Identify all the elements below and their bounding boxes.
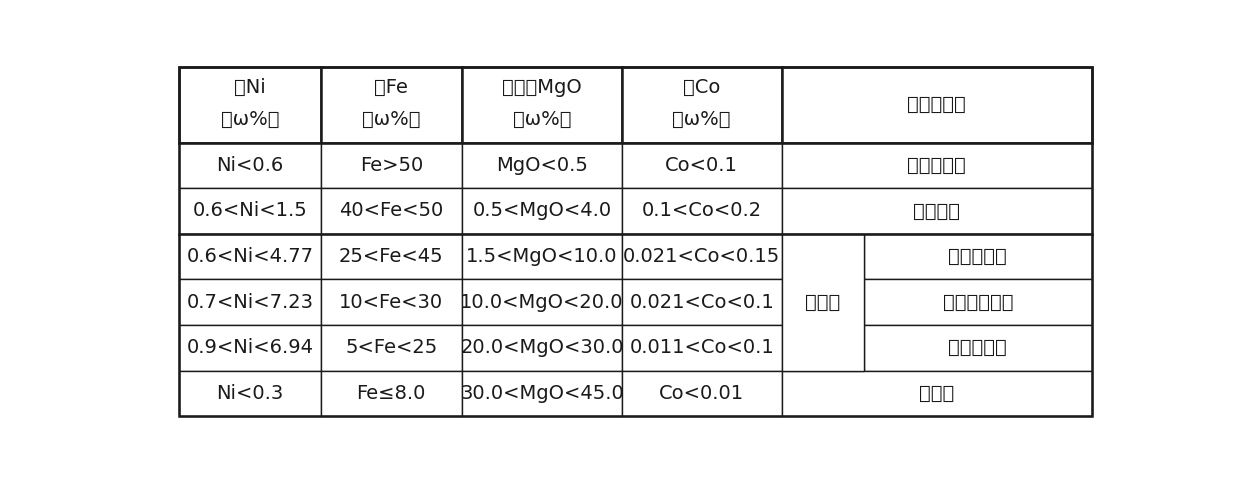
Text: 0.6<Ni<1.5: 0.6<Ni<1.5 xyxy=(192,202,308,220)
Text: Co<0.1: Co<0.1 xyxy=(665,156,738,175)
Bar xyxy=(621,370,781,416)
Bar xyxy=(621,280,781,325)
Bar xyxy=(864,280,1092,325)
Text: 褐铁矿层: 褐铁矿层 xyxy=(914,202,960,220)
Bar xyxy=(179,280,320,325)
Bar xyxy=(179,66,320,142)
Text: 镍Ni: 镍Ni xyxy=(234,78,265,98)
Bar xyxy=(621,66,781,142)
Bar xyxy=(463,188,621,234)
Text: 10.0<MgO<20.0: 10.0<MgO<20.0 xyxy=(460,293,624,312)
Text: Ni<0.6: Ni<0.6 xyxy=(216,156,284,175)
Text: （ω%）: （ω%） xyxy=(512,110,572,129)
Text: 0.7<Ni<7.23: 0.7<Ni<7.23 xyxy=(186,293,314,312)
Bar xyxy=(320,188,463,234)
Bar xyxy=(621,142,781,188)
Bar xyxy=(621,325,781,370)
Bar xyxy=(179,370,320,416)
Text: 0.5<MgO<4.0: 0.5<MgO<4.0 xyxy=(472,202,611,220)
Bar xyxy=(621,234,781,280)
Text: 含铁覆盖层: 含铁覆盖层 xyxy=(908,156,966,175)
Text: 土块状腐岩层: 土块状腐岩层 xyxy=(942,293,1013,312)
Text: 20.0<MgO<30.0: 20.0<MgO<30.0 xyxy=(460,338,624,358)
Text: 基岩层: 基岩层 xyxy=(919,384,955,403)
Text: MgO<0.5: MgO<0.5 xyxy=(496,156,588,175)
Bar xyxy=(320,142,463,188)
Bar xyxy=(320,234,463,280)
Text: 氧化镁MgO: 氧化镁MgO xyxy=(502,78,582,98)
Text: 0.1<Co<0.2: 0.1<Co<0.2 xyxy=(641,202,761,220)
Text: 30.0<MgO<45.0: 30.0<MgO<45.0 xyxy=(460,384,624,403)
Bar xyxy=(179,142,320,188)
Text: Fe≤8.0: Fe≤8.0 xyxy=(357,384,427,403)
Text: 0.9<Ni<6.94: 0.9<Ni<6.94 xyxy=(186,338,314,358)
Text: 5<Fe<25: 5<Fe<25 xyxy=(345,338,438,358)
Bar xyxy=(463,280,621,325)
Bar xyxy=(463,66,621,142)
Text: 0.021<Co<0.1: 0.021<Co<0.1 xyxy=(630,293,774,312)
Bar xyxy=(320,370,463,416)
Text: （ω%）: （ω%） xyxy=(362,110,420,129)
Bar xyxy=(463,370,621,416)
Text: 铁Fe: 铁Fe xyxy=(374,78,408,98)
Text: 40<Fe<50: 40<Fe<50 xyxy=(340,202,444,220)
Bar xyxy=(320,66,463,142)
Bar xyxy=(463,325,621,370)
Bar xyxy=(781,66,1092,142)
Text: 10<Fe<30: 10<Fe<30 xyxy=(340,293,444,312)
Bar xyxy=(781,188,1092,234)
Text: 土状腐岩层: 土状腐岩层 xyxy=(949,247,1007,266)
Bar xyxy=(781,370,1092,416)
Bar xyxy=(781,142,1092,188)
Bar xyxy=(463,142,621,188)
Text: 块状腐岩层: 块状腐岩层 xyxy=(949,338,1007,358)
Text: Ni<0.3: Ni<0.3 xyxy=(216,384,284,403)
Text: 1.5<MgO<10.0: 1.5<MgO<10.0 xyxy=(466,247,618,266)
Bar xyxy=(179,188,320,234)
Bar xyxy=(621,188,781,234)
Bar xyxy=(320,325,463,370)
Bar xyxy=(864,325,1092,370)
Text: （ω%）: （ω%） xyxy=(672,110,730,129)
Bar xyxy=(781,234,864,370)
Text: Co<0.01: Co<0.01 xyxy=(660,384,744,403)
Text: （ω%）: （ω%） xyxy=(221,110,279,129)
Text: 25<Fe<45: 25<Fe<45 xyxy=(339,247,444,266)
Bar xyxy=(179,234,320,280)
Text: 钴Co: 钴Co xyxy=(683,78,720,98)
Bar xyxy=(179,325,320,370)
Text: Fe>50: Fe>50 xyxy=(360,156,423,175)
Bar xyxy=(463,234,621,280)
Text: 腐岩层: 腐岩层 xyxy=(805,293,841,312)
Bar xyxy=(864,234,1092,280)
Text: 0.011<Co<0.1: 0.011<Co<0.1 xyxy=(630,338,774,358)
Text: 0.021<Co<0.15: 0.021<Co<0.15 xyxy=(622,247,780,266)
Bar xyxy=(320,280,463,325)
Text: 0.6<Ni<4.77: 0.6<Ni<4.77 xyxy=(186,247,314,266)
Text: 岩性及层位: 岩性及层位 xyxy=(908,95,966,114)
